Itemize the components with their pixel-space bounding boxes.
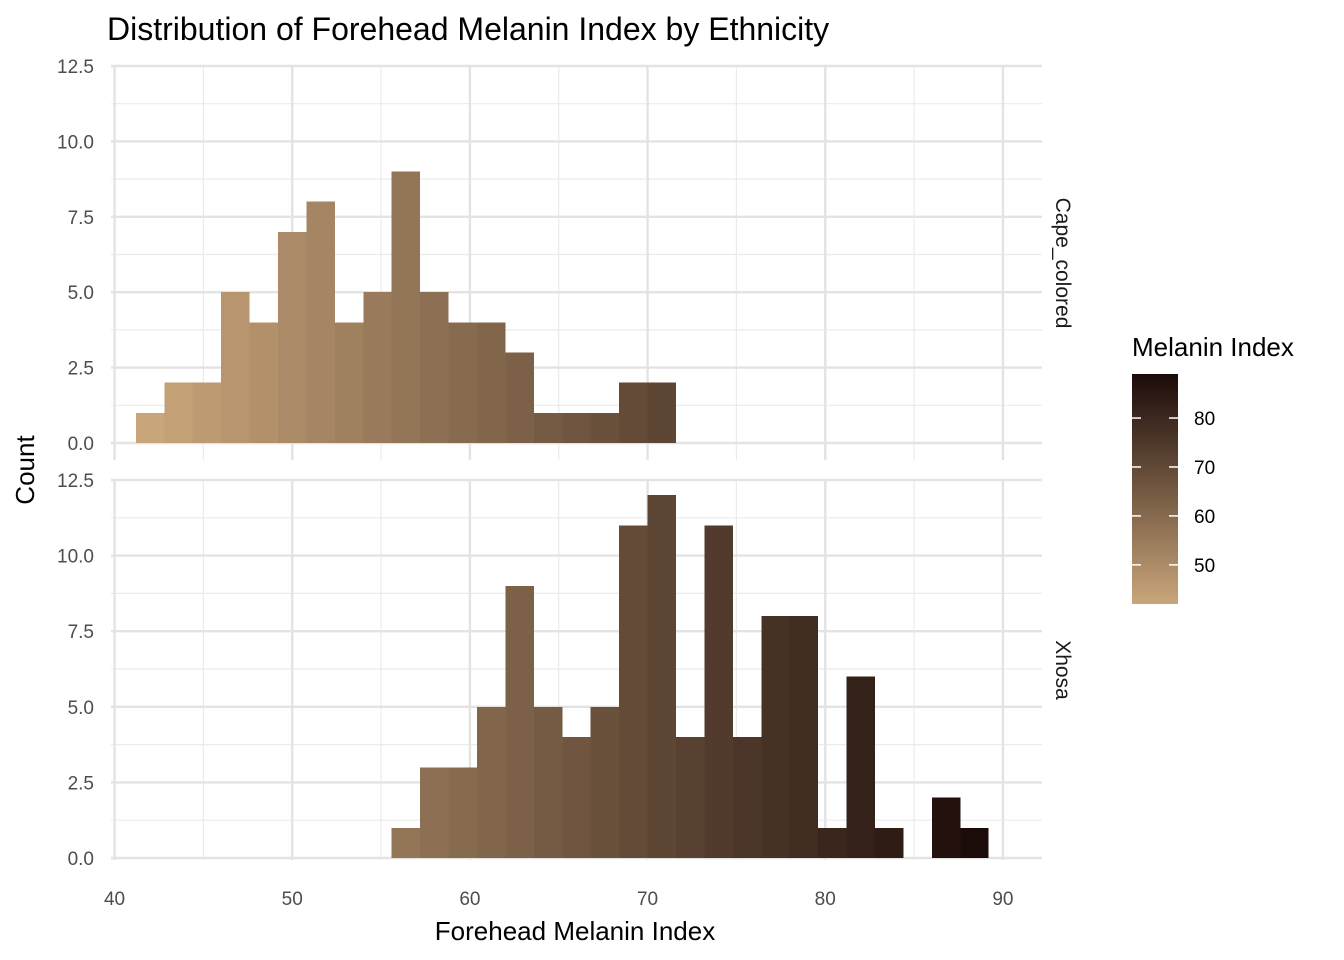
x-tick-label: 70 (637, 889, 658, 910)
legend-tick-label: 60 (1194, 507, 1215, 528)
histogram-bar (619, 382, 648, 443)
histogram-bar (647, 495, 676, 858)
x-tick-label: 60 (459, 889, 480, 910)
histogram-bar (249, 322, 279, 443)
histogram-bar (874, 827, 904, 858)
histogram-bars (135, 171, 676, 443)
histogram-bar (931, 797, 961, 858)
histogram-bar (221, 292, 250, 443)
histogram-bar (391, 171, 421, 443)
histogram-bar (505, 585, 534, 858)
histogram-bar (704, 525, 733, 858)
y-tick-label: 2.5 (68, 359, 94, 380)
histogram-bar (477, 706, 506, 858)
histogram-bar (477, 322, 506, 443)
y-axis-title: Count (10, 435, 40, 505)
facet-panel-xhosa: 0.0 2.5 5.0 7.5 10.0 12.5 Xhosa (57, 471, 1074, 870)
histogram-bar (420, 292, 449, 443)
histogram-bar (619, 525, 648, 858)
facet-strip-label: Xhosa (1051, 640, 1074, 700)
y-tick-label: 12.5 (57, 57, 94, 78)
legend-colorbar (1132, 374, 1178, 604)
histogram-bar (818, 827, 847, 858)
x-tick-label: 80 (815, 889, 836, 910)
histogram-bar (135, 412, 165, 443)
histogram-bar (846, 676, 875, 858)
x-tick-label: 40 (104, 889, 125, 910)
y-tick-label: 0.0 (68, 434, 94, 455)
histogram-bar (533, 412, 563, 443)
histogram-bar (505, 352, 534, 443)
histogram-bar (675, 737, 705, 858)
histogram-bar (562, 737, 591, 858)
y-tick-label: 12.5 (57, 471, 94, 492)
histogram-bar (789, 616, 819, 858)
histogram-bar (334, 322, 364, 443)
histogram-bar (363, 292, 392, 443)
histogram-bar (278, 231, 307, 443)
y-tick-label: 5.0 (68, 698, 94, 719)
histogram-bars (391, 495, 989, 858)
x-tick-label: 90 (992, 889, 1013, 910)
legend-tick-label: 50 (1194, 556, 1215, 577)
facets-layer: 0.0 2.5 5.0 7.5 10.0 12.5 Cape_colored 0.0 2.5 5.… (57, 57, 1074, 870)
histogram-bar (306, 201, 335, 443)
legend: Melanin Index 50 60 70 80 (1132, 332, 1294, 604)
facet-panel-cape-colored: 0.0 2.5 5.0 7.5 10.0 12.5 Cape_colored (57, 57, 1074, 460)
histogram-bar (562, 412, 591, 443)
histogram-bar (192, 382, 222, 443)
histogram-bar (391, 827, 421, 858)
y-tick-label: 0.0 (68, 849, 94, 870)
y-tick-label: 5.0 (68, 283, 94, 304)
histogram-bar (590, 706, 620, 858)
y-tick-label: 10.0 (57, 547, 94, 568)
legend-tick-label: 80 (1194, 409, 1215, 430)
histogram-bar (960, 827, 989, 858)
histogram-bar (647, 382, 676, 443)
y-tick-label: 10.0 (57, 132, 94, 153)
histogram-bar (420, 767, 449, 858)
histogram-bar (164, 382, 193, 443)
x-tick-label: 50 (282, 889, 303, 910)
histogram-bar (448, 322, 478, 443)
y-tick-label: 7.5 (68, 208, 94, 229)
facet-strip-label: Cape_colored (1051, 198, 1074, 329)
histogram-bar (761, 616, 790, 858)
y-tick-label: 7.5 (68, 622, 94, 643)
x-axis-title: Forehead Melanin Index (435, 916, 715, 946)
legend-title: Melanin Index (1132, 332, 1294, 362)
x-axis-ticks: 40 50 60 70 80 90 (104, 889, 1013, 910)
histogram-bar (533, 706, 563, 858)
histogram-bar (448, 767, 478, 858)
chart-title: Distribution of Forehead Melanin Index b… (107, 11, 829, 47)
legend-tick-label: 70 (1194, 458, 1215, 479)
histogram-bar (732, 737, 762, 858)
histogram-bar (590, 412, 620, 443)
y-tick-label: 2.5 (68, 773, 94, 794)
